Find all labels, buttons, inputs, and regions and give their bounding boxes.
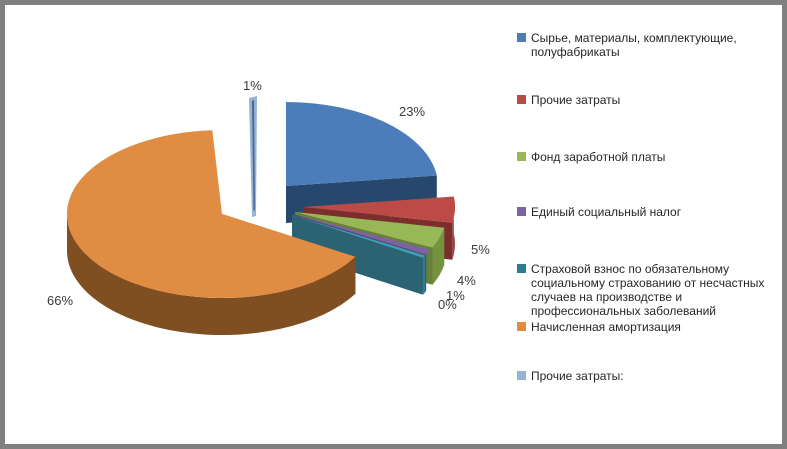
pie-slice-payroll-edge xyxy=(432,227,445,285)
pie-slice-raw-materials[interactable] xyxy=(286,102,437,186)
legend-item-insurance[interactable]: Страховой взнос по обязательному социаль… xyxy=(517,262,773,318)
legend-swatch-other-expenses xyxy=(517,95,526,104)
pie-slice-payroll[interactable] xyxy=(295,212,445,248)
data-label-payroll: 4% xyxy=(457,273,476,288)
legend-item-payroll[interactable]: Фонд заработной платы xyxy=(517,150,773,164)
pie-slice-other-expenses[interactable] xyxy=(303,196,455,223)
legend-item-other-costs2[interactable]: Прочие затраты: xyxy=(517,369,773,383)
pie-slice-depreciation-side xyxy=(66,214,356,336)
legend-swatch-raw-materials xyxy=(517,33,526,42)
legend-item-depreciation[interactable]: Начисленная амортизация xyxy=(517,320,773,334)
data-label-raw-materials: 23% xyxy=(399,104,426,119)
data-label-other-expenses: 5% xyxy=(471,242,490,257)
pie-slice-social-tax[interactable] xyxy=(293,214,431,255)
legend-label-insurance: Страховой взнос по обязательному социаль… xyxy=(531,262,765,318)
pie-slice-insurance[interactable] xyxy=(292,215,426,258)
data-label-insurance: 0% xyxy=(438,297,457,312)
legend-item-other-expenses[interactable]: Прочие затраты xyxy=(517,93,773,107)
pie-slice-depreciation[interactable] xyxy=(66,130,356,299)
data-label-social-tax: 1% xyxy=(446,288,465,303)
legend: Сырье, материалы, комплектующие, полуфаб… xyxy=(5,5,782,444)
legend-label-other-costs2: Прочие затраты: xyxy=(531,369,624,383)
legend-label-social-tax: Единый социальный налог xyxy=(531,205,682,219)
pie-slice-insurance-edge xyxy=(422,255,426,295)
pie-chart xyxy=(66,96,455,336)
legend-label-raw-materials: Сырье, материалы, комплектующие, полуфаб… xyxy=(531,31,737,59)
legend-swatch-payroll xyxy=(517,152,526,161)
legend-swatch-social-tax xyxy=(517,207,526,216)
pie-slice-other-costs2-line xyxy=(252,100,255,211)
legend-swatch-insurance xyxy=(517,264,526,273)
data-label-other-costs2: 1% xyxy=(243,78,262,93)
legend-swatch-depreciation xyxy=(517,322,526,331)
data-label-depreciation: 66% xyxy=(47,293,74,308)
legend-label-payroll: Фонд заработной платы xyxy=(531,150,666,164)
legend-label-other-expenses: Прочие затраты xyxy=(531,93,621,107)
pie-slice-insurance-side xyxy=(292,215,423,295)
legend-item-social-tax[interactable]: Единый социальный налог xyxy=(517,205,773,219)
legend-swatch-other-costs2 xyxy=(517,371,526,380)
legend-item-raw-materials[interactable]: Сырье, материалы, комплектующие, полуфаб… xyxy=(517,31,773,59)
legend-label-depreciation: Начисленная амортизация xyxy=(531,320,681,334)
